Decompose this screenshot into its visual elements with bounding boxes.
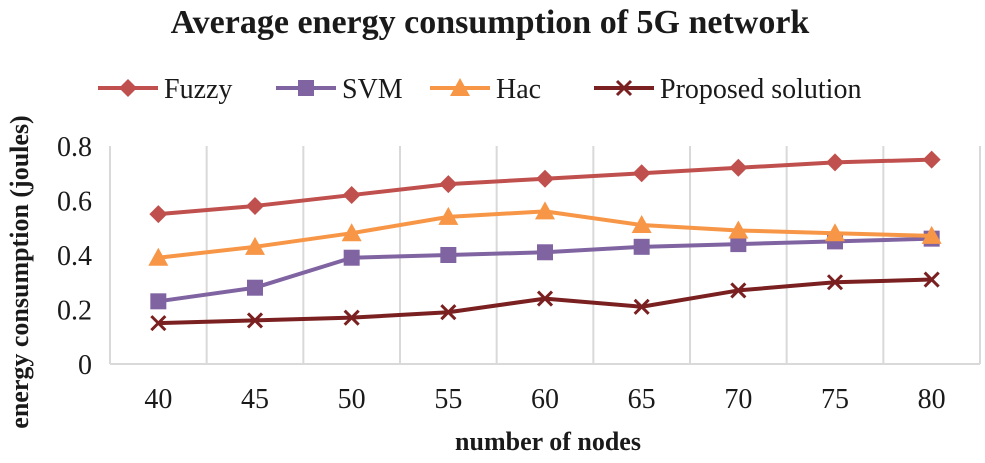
data-point-fuzzy bbox=[439, 175, 458, 194]
legend: Fuzzy SVM Hac Proposed solution bbox=[98, 74, 861, 105]
x-tick-label: 45 bbox=[241, 384, 269, 415]
data-point-hac bbox=[341, 223, 362, 242]
legend-marker bbox=[450, 78, 470, 96]
data-point-svm bbox=[247, 279, 263, 296]
data-point-proposed-solution bbox=[343, 309, 360, 326]
series-line-proposed-solution bbox=[158, 277, 932, 326]
y-tick-label: 0 bbox=[78, 350, 92, 381]
y-tick-label: 0.8 bbox=[57, 132, 92, 163]
data-point-hac bbox=[921, 225, 942, 244]
data-point-svm bbox=[537, 244, 553, 261]
data-point-fuzzy bbox=[729, 158, 748, 177]
legend-marker bbox=[298, 80, 314, 96]
data-point-proposed-solution bbox=[633, 298, 650, 315]
data-point-proposed-solution bbox=[826, 274, 844, 291]
data-point-proposed-solution bbox=[150, 315, 167, 332]
series-hac bbox=[148, 201, 942, 266]
legend-marker bbox=[615, 79, 633, 97]
data-point-svm bbox=[633, 238, 650, 255]
data-point-svm bbox=[730, 236, 747, 253]
data-point-fuzzy bbox=[826, 153, 844, 172]
data-point-fuzzy bbox=[246, 196, 264, 215]
y-tick-label: 0.2 bbox=[57, 296, 92, 327]
legend-label: Hac bbox=[496, 74, 541, 105]
data-point-fuzzy bbox=[536, 169, 554, 188]
data-point-fuzzy bbox=[922, 150, 941, 169]
x-tick-label: 75 bbox=[821, 384, 849, 415]
x-axis-title: number of nodes bbox=[455, 427, 641, 456]
data-point-proposed-solution bbox=[923, 271, 940, 288]
y-tick-label: 0.6 bbox=[57, 187, 92, 218]
chart-title: Average energy consumption of 5G network bbox=[171, 4, 810, 41]
y-axis-title: energy consumption (joules) bbox=[5, 115, 34, 428]
legend-item-hac: Hac bbox=[430, 74, 541, 105]
data-point-hac bbox=[245, 236, 265, 255]
data-point-hac bbox=[438, 206, 459, 225]
series-group bbox=[148, 150, 942, 332]
y-tick-label: 0.4 bbox=[57, 241, 92, 272]
x-tick-label: 40 bbox=[144, 384, 172, 415]
data-point-hac bbox=[631, 215, 652, 234]
data-point-proposed-solution bbox=[536, 290, 554, 307]
legend-label: SVM bbox=[342, 74, 403, 105]
data-point-hac bbox=[825, 223, 845, 242]
data-point-proposed-solution bbox=[246, 312, 264, 329]
legend-marker bbox=[119, 79, 137, 97]
series-fuzzy bbox=[149, 150, 941, 224]
series-proposed-solution bbox=[150, 271, 940, 332]
data-point-proposed-solution bbox=[730, 282, 747, 299]
legend-item-svm: SVM bbox=[276, 74, 403, 105]
data-point-fuzzy bbox=[149, 205, 168, 224]
data-point-fuzzy bbox=[632, 164, 651, 183]
x-tick-label: 70 bbox=[724, 384, 752, 415]
x-tick-label: 65 bbox=[628, 384, 656, 415]
data-point-hac bbox=[728, 220, 749, 239]
x-tick-label: 55 bbox=[434, 384, 462, 415]
data-point-svm bbox=[440, 247, 457, 263]
x-axis-ticks: 40 45 50 55 60 65 70 75 80 bbox=[144, 384, 945, 415]
x-tick-label: 50 bbox=[338, 384, 366, 415]
y-axis-ticks: 0 0.2 0.4 0.6 0.8 bbox=[57, 132, 92, 381]
data-point-hac bbox=[535, 201, 555, 220]
data-point-fuzzy bbox=[342, 186, 361, 205]
x-tick-label: 60 bbox=[531, 384, 559, 415]
legend-label: Fuzzy bbox=[164, 74, 232, 105]
x-tick-label: 80 bbox=[918, 384, 946, 415]
data-point-proposed-solution bbox=[440, 304, 457, 321]
legend-item-proposed-solution: Proposed solution bbox=[594, 74, 861, 105]
data-point-svm bbox=[150, 293, 167, 310]
data-point-hac bbox=[148, 247, 169, 266]
data-point-svm bbox=[343, 249, 360, 266]
legend-item-fuzzy: Fuzzy bbox=[98, 74, 232, 105]
legend-label: Proposed solution bbox=[660, 74, 861, 105]
